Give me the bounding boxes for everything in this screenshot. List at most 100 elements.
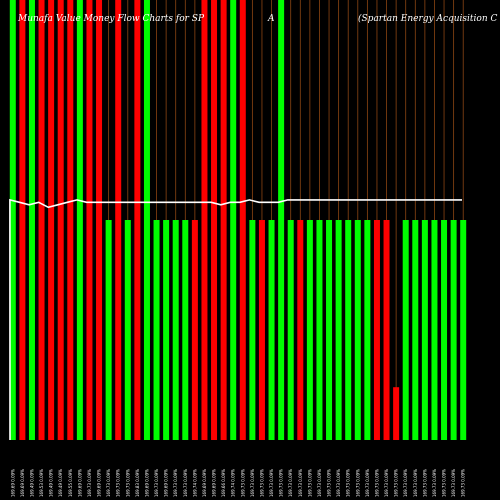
x-tick-label: 169.73 0.09% (87, 469, 92, 497)
x-tick-label: 169.73 0.09% (298, 469, 303, 497)
x-tick-label: 169.53 0.09% (39, 469, 44, 497)
money-flow-bar (153, 220, 160, 440)
money-flow-bar (163, 220, 170, 440)
money-flow-bar (86, 0, 93, 440)
price-line-group (9, 198, 462, 441)
x-tick-label: 169.73 0.09% (336, 469, 341, 497)
money-flow-bar (28, 0, 35, 440)
money-flow-bar (354, 220, 361, 440)
x-tick-label: 169.69 0.09% (164, 469, 169, 497)
x-tick-label: 169.73 0.09% (279, 469, 284, 497)
x-tick-label: 169.74 0.09% (231, 469, 236, 497)
money-flow-bar (460, 220, 467, 440)
money-flow-bar (38, 0, 45, 440)
x-tick-label: 169.73 0.09% (365, 469, 370, 497)
x-tick-label: 169.69 0.09% (77, 469, 82, 497)
money-flow-bar (441, 220, 448, 440)
chart-title-mid: A (267, 14, 275, 24)
x-tick-label: 169.74 0.09% (192, 469, 197, 497)
x-tick-label: 169.73 0.09% (413, 469, 418, 497)
x-tick-label: 169.83 0.09% (135, 469, 140, 497)
x-tick-label: 169.73 0.09% (106, 469, 111, 497)
money-flow-bar (172, 220, 179, 440)
money-flow-bar (115, 0, 122, 440)
x-tick-label: 169.73 0.09% (307, 469, 312, 497)
money-flow-bar (278, 0, 285, 440)
money-flow-bar (450, 220, 457, 440)
money-flow-bar (383, 220, 390, 440)
x-tick-label: 169.73 0.09% (346, 469, 351, 497)
x-tick-label: 169.49 0.09% (49, 469, 54, 497)
x-tick-label: 169.73 0.09% (384, 469, 389, 497)
money-flow-bar (306, 220, 313, 440)
x-tick-label: 169.73 0.09% (355, 469, 360, 497)
x-tick-label: 169.73 0.09% (432, 469, 437, 497)
money-flow-bar (239, 0, 246, 440)
money-flow-bar (124, 220, 131, 440)
x-tick-label: 169.73 0.09% (269, 469, 274, 497)
x-tick-label: 169.73 0.09% (451, 469, 456, 497)
money-flow-bar (402, 220, 409, 440)
money-flow-bar (393, 387, 400, 440)
x-tick-label: 169.73 0.09% (461, 469, 466, 497)
money-flow-bar (57, 0, 64, 440)
money-flow-bar (316, 220, 323, 440)
x-tick-label: 169.73 0.09% (422, 469, 427, 497)
chart-title-left: Munafa Value Money Flow Charts for SP (17, 14, 205, 24)
x-tick-label: 169.73 0.09% (116, 469, 121, 497)
x-tick-label: 169.49 0.09% (29, 469, 34, 497)
money-flow-bar (335, 220, 342, 440)
money-flow-bar (67, 0, 74, 440)
money-flow-bar (249, 220, 256, 440)
money-flow-bar (431, 220, 438, 440)
x-tick-label: 169.69 0.09% (97, 469, 102, 497)
x-tick-label: 169.73 0.09% (183, 469, 188, 497)
x-tick-label: 169.66 0.09% (221, 469, 226, 497)
money-flow-bar (134, 0, 141, 440)
money-flow-bar (48, 0, 55, 440)
x-tick-label: 169.69 0.09% (10, 469, 15, 497)
x-tick-label: 169.73 0.09% (259, 469, 264, 497)
x-tick-label: 169.55 0.09% (68, 469, 73, 497)
money-flow-bar (258, 220, 265, 440)
x-tick-label: 169.73 0.09% (173, 469, 178, 497)
money-flow-bar (105, 220, 112, 440)
money-flow-bar (96, 0, 103, 440)
money-flow-bar (287, 220, 294, 440)
money-flow-bar (297, 220, 304, 440)
x-tick-label: 169.73 0.09% (403, 469, 408, 497)
x-tick-label: 169.73 0.09% (288, 469, 293, 497)
money-flow-bar (326, 220, 333, 440)
money-flow-bar (230, 0, 237, 440)
money-flow-bar (19, 0, 26, 440)
x-tick-label: 169.73 0.09% (317, 469, 322, 497)
price-line (9, 198, 462, 441)
x-tick-label: 169.73 0.09% (125, 469, 130, 497)
money-flow-bar (364, 220, 371, 440)
money-flow-bar (421, 220, 428, 440)
x-tick-label: 169.69 0.09% (20, 469, 25, 497)
money-flow-bar (201, 0, 208, 440)
money-flow-bar (345, 220, 352, 440)
money-flow-bar (220, 0, 227, 440)
money-flow-bar (412, 220, 419, 440)
money-flow-bar (268, 220, 275, 440)
chart-title-right: (Spartan Energy Acquisition C (358, 13, 497, 24)
x-tick-label: 169.69 0.09% (212, 469, 217, 497)
x-tick-label: 169.73 0.09% (442, 469, 447, 497)
x-tick-label: 169.73 0.09% (154, 469, 159, 497)
money-flow-bar (373, 220, 380, 440)
x-tick-label: 169.73 0.09% (374, 469, 379, 497)
money-flow-bar (9, 0, 16, 440)
x-tick-label: 169.69 0.09% (202, 469, 207, 497)
x-tick-label: 169.73 0.09% (250, 469, 255, 497)
x-tick-label: 169.73 0.09% (327, 469, 332, 497)
tick-labels-group: 169.69 0.09% 169.69 0.09% 169.49 0.09% 169.… (10, 469, 465, 497)
money-flow-bar (182, 220, 189, 440)
x-tick-label: 169.73 0.09% (240, 469, 245, 497)
x-tick-label: 169.49 0.09% (58, 469, 63, 497)
money-flow-bar (191, 220, 198, 440)
x-tick-label: 169.73 0.09% (394, 469, 399, 497)
money-flow-bar (211, 0, 218, 440)
